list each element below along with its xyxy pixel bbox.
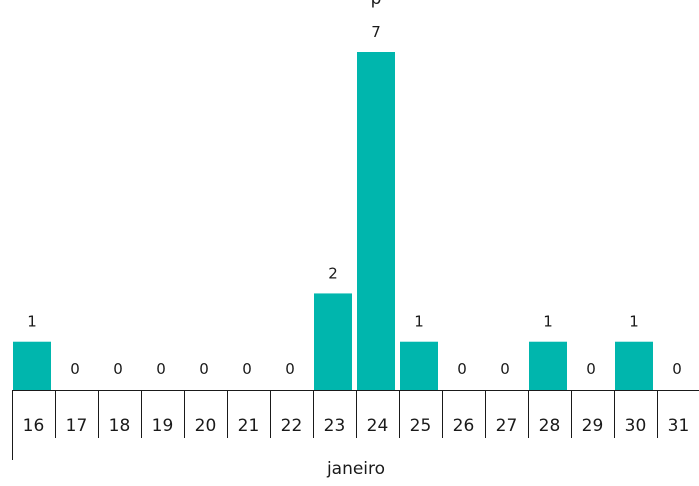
- tick-label-18: 18: [109, 416, 131, 436]
- data-label-25: 1: [414, 313, 424, 331]
- bar-16: [13, 341, 51, 390]
- bar-24: [357, 52, 395, 390]
- tick-label-24: 24: [367, 416, 389, 436]
- data-label-26: 0: [457, 360, 467, 378]
- data-label-24: 7: [371, 23, 381, 41]
- data-label-23: 2: [328, 264, 338, 282]
- data-label-29: 0: [586, 360, 596, 378]
- tick-label-20: 20: [195, 416, 217, 436]
- tick-label-22: 22: [281, 416, 303, 436]
- bar-25: [400, 341, 438, 390]
- tick-label-25: 25: [410, 416, 432, 436]
- data-label-17: 0: [70, 360, 80, 378]
- tick-label-31: 31: [668, 416, 690, 436]
- bar-23: [314, 293, 352, 390]
- tick-label-28: 28: [539, 416, 561, 436]
- data-label-18: 0: [113, 360, 123, 378]
- tick-label-29: 29: [582, 416, 604, 436]
- tick-label-23: 23: [324, 416, 346, 436]
- group-label: janeiro: [326, 459, 385, 479]
- tick-label-19: 19: [152, 416, 174, 436]
- tick-label-26: 26: [453, 416, 475, 436]
- tick-label-17: 17: [66, 416, 88, 436]
- tick-label-16: 16: [23, 416, 45, 436]
- data-label-19: 0: [156, 360, 166, 378]
- data-label-30: 1: [629, 313, 639, 331]
- bar-30: [615, 341, 653, 390]
- data-label-28: 1: [543, 313, 553, 331]
- chart-title: p: [371, 0, 382, 9]
- data-label-27: 0: [500, 360, 510, 378]
- data-label-31: 0: [672, 360, 682, 378]
- data-label-20: 0: [199, 360, 209, 378]
- bar-28: [529, 341, 567, 390]
- data-label-16: 1: [27, 313, 37, 331]
- tick-label-27: 27: [496, 416, 518, 436]
- data-label-22: 0: [285, 360, 295, 378]
- data-label-21: 0: [242, 360, 252, 378]
- tick-label-21: 21: [238, 416, 260, 436]
- tick-label-30: 30: [625, 416, 647, 436]
